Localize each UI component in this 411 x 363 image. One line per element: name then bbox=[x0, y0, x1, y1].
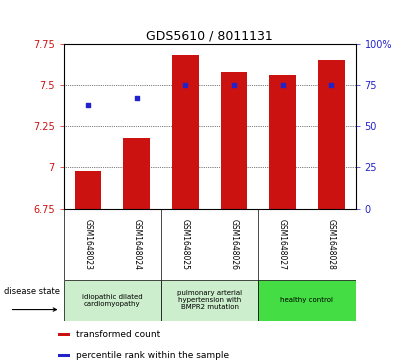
Text: transformed count: transformed count bbox=[76, 330, 161, 339]
Bar bbox=[269, 75, 296, 209]
Text: idiopathic dilated
cardiomyopathy: idiopathic dilated cardiomyopathy bbox=[82, 294, 143, 307]
Text: healthy control: healthy control bbox=[280, 297, 333, 303]
Text: pulmonary arterial
hypertension with
BMPR2 mutation: pulmonary arterial hypertension with BMP… bbox=[177, 290, 242, 310]
Point bbox=[133, 95, 140, 101]
Bar bbox=[161, 280, 258, 321]
Text: GSM1648023: GSM1648023 bbox=[83, 219, 92, 270]
Point bbox=[231, 82, 237, 88]
Text: GSM1648024: GSM1648024 bbox=[132, 219, 141, 270]
Bar bbox=[58, 354, 71, 357]
Point bbox=[279, 82, 286, 88]
Text: GSM1648025: GSM1648025 bbox=[181, 219, 190, 270]
Bar bbox=[58, 333, 71, 336]
Point bbox=[182, 82, 189, 88]
Bar bbox=[75, 171, 102, 209]
Text: GSM1648027: GSM1648027 bbox=[278, 219, 287, 270]
Bar bbox=[64, 280, 161, 321]
Bar bbox=[258, 280, 356, 321]
Text: GSM1648026: GSM1648026 bbox=[229, 219, 238, 270]
Text: disease state: disease state bbox=[4, 287, 60, 296]
Bar bbox=[318, 60, 344, 209]
Point bbox=[85, 102, 91, 107]
Title: GDS5610 / 8011131: GDS5610 / 8011131 bbox=[146, 29, 273, 42]
Bar bbox=[172, 55, 199, 209]
Bar bbox=[123, 138, 150, 209]
Text: percentile rank within the sample: percentile rank within the sample bbox=[76, 351, 230, 360]
Point bbox=[328, 82, 335, 88]
Text: GSM1648028: GSM1648028 bbox=[327, 219, 336, 270]
Bar bbox=[221, 72, 247, 209]
